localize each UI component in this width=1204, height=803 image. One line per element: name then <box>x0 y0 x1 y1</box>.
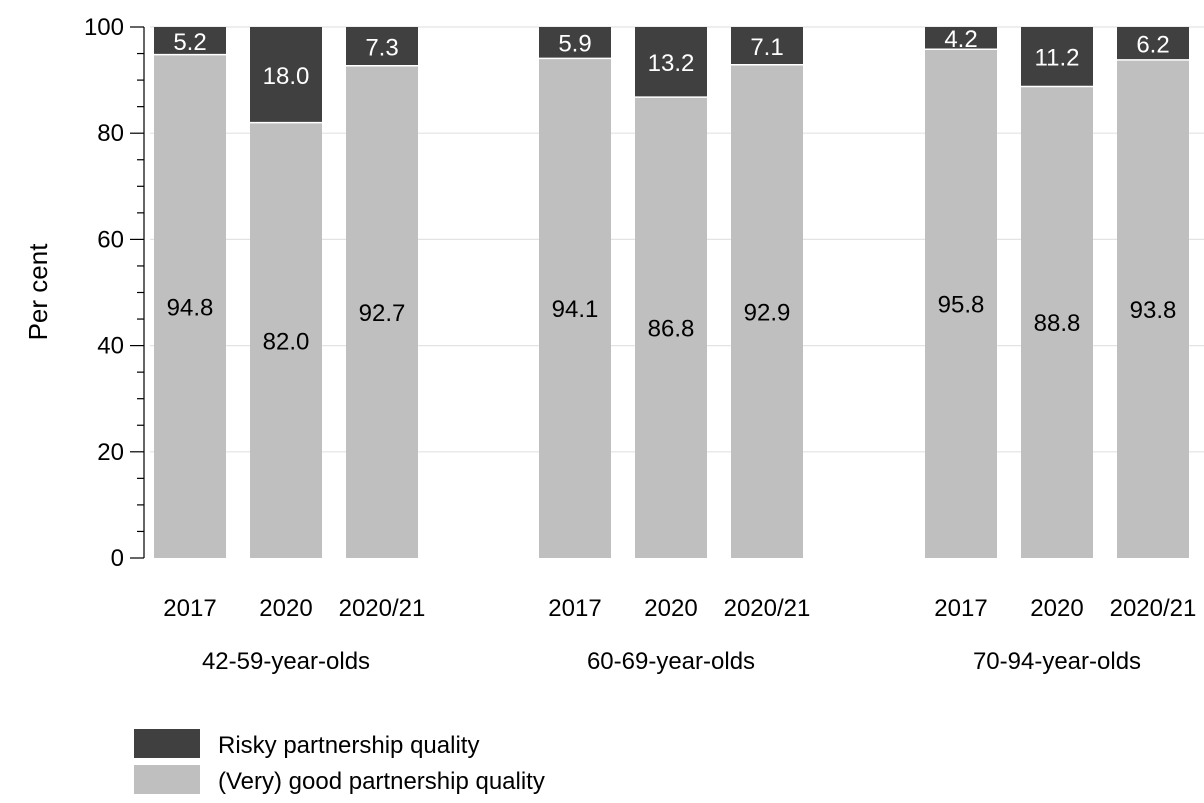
x-tick-label-2: 2020/21 <box>339 595 426 622</box>
bar-risky-0 <box>154 27 226 55</box>
data-label-risky-0: 5.2 <box>173 29 206 56</box>
data-label-good-0: 94.8 <box>167 294 214 321</box>
x-tick-label-8: 2020/21 <box>1110 595 1197 622</box>
bar-risky-1 <box>250 27 322 123</box>
x-tick-label-1: 2020 <box>259 595 312 622</box>
x-tick-label-5: 2020/21 <box>724 595 811 622</box>
x-tick-label-7: 2020 <box>1030 595 1083 622</box>
bar-good-8 <box>1117 59 1189 559</box>
data-label-good-6: 95.8 <box>938 292 985 319</box>
bar-risky-8 <box>1117 27 1189 60</box>
bar-risky-7 <box>1021 27 1093 87</box>
bar-good-4 <box>635 97 707 558</box>
data-label-risky-7: 11.2 <box>1035 45 1080 72</box>
data-label-risky-3: 5.9 <box>558 31 591 58</box>
bar-good-6 <box>925 49 997 558</box>
data-label-risky-5: 7.1 <box>750 34 783 61</box>
bar-good-1 <box>250 122 322 558</box>
data-label-good-7: 88.8 <box>1034 310 1081 337</box>
bar-risky-4 <box>635 27 707 98</box>
data-label-good-2: 92.7 <box>359 300 406 327</box>
data-label-good-5: 92.9 <box>744 299 791 326</box>
group-label-2: 70-94-year-olds <box>973 648 1141 675</box>
data-label-risky-2: 7.3 <box>365 34 398 61</box>
x-tick-label-6: 2017 <box>934 595 987 622</box>
bar-risky-5 <box>731 27 803 65</box>
bar-risky-6 <box>925 27 997 50</box>
data-label-risky-6: 4.2 <box>944 26 977 53</box>
group-label-1: 60-69-year-olds <box>587 648 755 675</box>
data-labels: 94.8 5.2 82.0 18.0 92.7 7.3 94.1 5.9 86.8 13.2 92.… <box>167 26 1177 355</box>
legend-label-1: (Very) good partnership quality <box>218 768 545 795</box>
legend: Risky partnership quality (Very) good par… <box>134 729 545 795</box>
data-label-good-3: 94.1 <box>552 296 599 323</box>
bar-good-3 <box>539 58 611 558</box>
data-label-good-1: 82.0 <box>263 328 310 355</box>
y-tick-label-60: 60 <box>97 226 124 253</box>
y-tick-label-0: 0 <box>111 545 124 572</box>
bar-risky-3 <box>539 27 611 59</box>
bar-good-7 <box>1021 86 1093 559</box>
data-label-good-4: 86.8 <box>648 316 695 343</box>
y-tick-label-100: 100 <box>84 14 124 41</box>
x-tick-label-3: 2017 <box>548 595 601 622</box>
legend-swatch-1 <box>134 765 200 794</box>
y-axis-title: Per cent <box>23 243 53 341</box>
legend-swatch-0 <box>134 729 200 758</box>
data-label-risky-4: 13.2 <box>648 50 695 77</box>
bar-good-0 <box>154 54 226 558</box>
bar-risky-2 <box>346 27 418 66</box>
data-label-good-8: 93.8 <box>1130 297 1177 324</box>
y-axis: 0 20 40 60 80 100 <box>84 14 145 572</box>
bar-good-5 <box>731 64 803 559</box>
x-tick-label-0: 2017 <box>163 595 216 622</box>
bar-good-2 <box>346 65 418 558</box>
y-tick-label-40: 40 <box>97 333 124 360</box>
bars <box>154 27 1189 559</box>
group-label-0: 42-59-year-olds <box>202 648 370 675</box>
y-tick-label-80: 80 <box>97 120 124 147</box>
data-label-risky-1: 18.0 <box>263 63 310 90</box>
data-label-risky-8: 6.2 <box>1136 31 1169 58</box>
y-tick-label-20: 20 <box>97 439 124 466</box>
legend-label-0: Risky partnership quality <box>218 732 479 759</box>
x-axis: 2017 2020 2020/21 42-59-year-olds 2017 2020 20… <box>163 595 1196 675</box>
x-tick-label-4: 2020 <box>644 595 697 622</box>
